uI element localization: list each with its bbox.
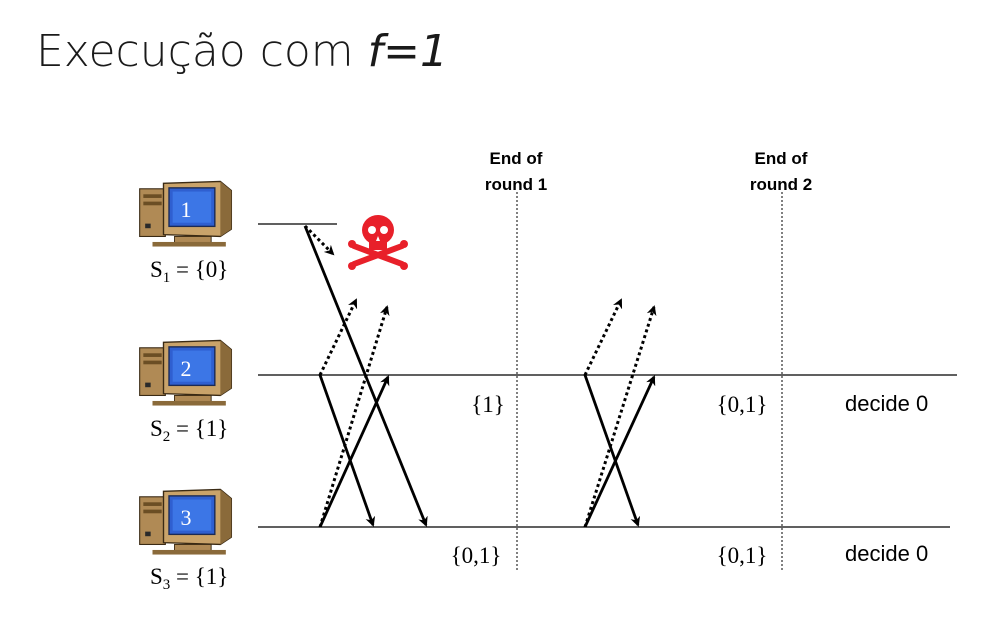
- p2-round1-set: {1}: [471, 392, 505, 417]
- msg-r2-p2-to-p3: [583, 374, 641, 527]
- process-2-computer: 2: [138, 339, 233, 407]
- msg-r2-p2-to-p1-dotted: [583, 298, 623, 376]
- p3-round2-set: {0,1}: [717, 543, 768, 568]
- msg-p2-to-p1-dotted: [318, 298, 358, 376]
- title-text: Execução com: [36, 26, 368, 77]
- title-italic: f=1: [367, 26, 449, 77]
- process-2-state: S2 = {1}: [150, 416, 228, 445]
- process-1-number: 1: [181, 197, 192, 222]
- process-2-number: 2: [181, 356, 192, 381]
- msg-r2-p3-to-p1-dotted: [583, 305, 657, 528]
- process-3-computer: 3: [138, 488, 233, 556]
- msg-r2-p3-to-p2: [583, 375, 656, 528]
- p3-decision: decide 0: [845, 541, 928, 566]
- process-1-state: S1 = {0}: [150, 257, 228, 286]
- p3-round1-set: {0,1}: [451, 543, 502, 568]
- round-2-label-line2: round 2: [750, 175, 812, 194]
- skull-crossbones-icon: [348, 215, 408, 270]
- msg-p3-to-p2: [318, 375, 390, 528]
- msg-p3-to-p1-dotted: [318, 305, 390, 528]
- round-1-label-line1: End of: [490, 149, 543, 168]
- process-3-state: S3 = {1}: [150, 564, 228, 593]
- page-title: Execução com f=1: [36, 26, 448, 77]
- msg-p2-to-p3: [318, 374, 376, 527]
- p2-round2-set: {0,1}: [717, 392, 768, 417]
- process-3-number: 3: [181, 505, 192, 530]
- round-1-label-line2: round 1: [485, 175, 547, 194]
- msg-p1-to-p1-dotted: [303, 224, 335, 256]
- p2-decision: decide 0: [845, 391, 928, 416]
- process-1-computer: 1: [138, 180, 233, 248]
- round-2-label-line1: End of: [755, 149, 808, 168]
